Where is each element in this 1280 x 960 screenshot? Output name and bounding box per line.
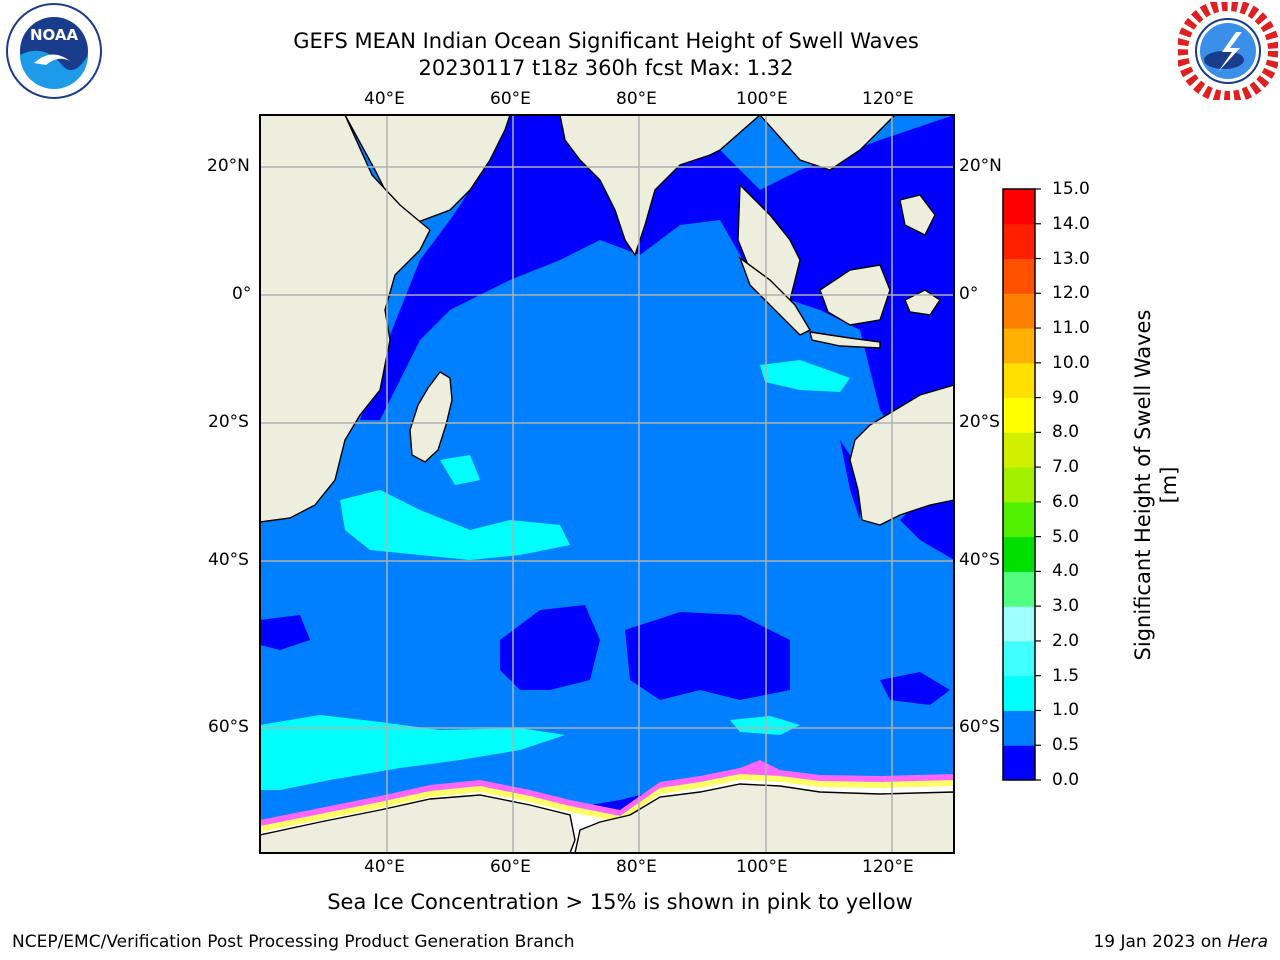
- colorbar-segment: [1003, 397, 1035, 433]
- colorbar-segment: [1003, 675, 1035, 711]
- colorbar-title: Significant Height of Swell Waves [m]: [1131, 309, 1181, 661]
- lon-tick-bottom-120e: 120°E: [862, 857, 914, 877]
- colorbar-segment: [1003, 189, 1035, 225]
- colorbar-segment: [1003, 293, 1035, 329]
- colorbar-segment: [1003, 467, 1035, 503]
- colorbar-tick-label: 4.0: [1052, 561, 1080, 582]
- footer-machine: Hera: [1227, 932, 1268, 952]
- colorbar-segment: [1003, 571, 1035, 607]
- lat-tick-left-20s: 20°S: [208, 412, 249, 432]
- colorbar-segment: [1003, 640, 1035, 677]
- lat-tick-left-60s: 60°S: [208, 717, 249, 737]
- colorbar-tick-label: 1.5: [1052, 665, 1080, 686]
- lat-tick-left-0: 0°: [232, 284, 252, 304]
- sea-ice-note: Sea Ice Concentration > 15% is shown in …: [327, 890, 913, 914]
- colorbar-tick-label: 14.0: [1052, 213, 1090, 234]
- colorbar-tick-label: 11.0: [1052, 318, 1090, 339]
- colorbar-segment: [1003, 501, 1035, 538]
- noaa-logo-icon: NOAA: [6, 3, 102, 99]
- colorbar-tick-label: 0.0: [1052, 770, 1080, 790]
- lat-tick-right-20s: 20°S: [959, 412, 1000, 432]
- colorbar-segment: [1003, 536, 1035, 572]
- colorbar-segment: [1003, 362, 1035, 399]
- colorbar-frame: [1002, 188, 1036, 781]
- lon-tick-bottom-100e: 100°E: [736, 857, 788, 877]
- lon-tick-bottom-60e: 60°E: [490, 857, 531, 877]
- colorbar-tick-label: 15.0: [1052, 179, 1090, 199]
- colorbar-tick-label: 7.0: [1052, 457, 1080, 478]
- lat-tick-left-20n: 20°N: [207, 156, 250, 176]
- lon-tick-bottom-80e: 80°E: [616, 857, 657, 877]
- footer-branch: NCEP/EMC/Verification Post Processing Pr…: [12, 932, 575, 952]
- colorbar: [1003, 188, 1041, 781]
- colorbar-tick-label: 9.0: [1052, 387, 1080, 408]
- svg-text:NOAA: NOAA: [30, 26, 79, 44]
- lon-tick-top-100e: 100°E: [736, 89, 788, 109]
- lon-tick-top-60e: 60°E: [490, 89, 531, 109]
- lat-tick-right-0: 0°: [959, 284, 979, 304]
- map-title: GEFS MEAN Indian Ocean Significant Heigh…: [293, 29, 919, 53]
- colorbar-tick-label: 5.0: [1052, 526, 1080, 547]
- colorbar-tick-label: 12.0: [1052, 283, 1090, 304]
- lon-tick-top-120e: 120°E: [862, 89, 914, 109]
- lat-tick-left-40s: 40°S: [208, 550, 249, 570]
- colorbar-segment: [1003, 606, 1035, 642]
- lat-tick-right-60s: 60°S: [959, 717, 1000, 737]
- lat-tick-right-20n: 20°N: [959, 156, 1002, 176]
- footer-date-text: 19 Jan 2023 on: [1093, 932, 1228, 952]
- nws-logo-icon: [1178, 2, 1278, 100]
- lon-tick-top-40e: 40°E: [364, 89, 405, 109]
- map-subtitle: 20230117 t18z 360h fcst Max: 1.32: [418, 56, 794, 80]
- colorbar-segment: [1003, 258, 1035, 294]
- colorbar-tick-label: 3.0: [1052, 596, 1080, 617]
- lon-tick-bottom-40e: 40°E: [364, 857, 405, 877]
- colorbar-tick-label: 1.0: [1052, 700, 1080, 721]
- map-frame: [259, 114, 955, 854]
- colorbar-tick-label: 0.5: [1052, 735, 1080, 756]
- colorbar-segment: [1003, 223, 1035, 260]
- colorbar-tick-label: 6.0: [1052, 491, 1080, 512]
- lon-tick-top-80e: 80°E: [616, 89, 657, 109]
- colorbar-tick-label: 2.0: [1052, 630, 1080, 651]
- colorbar-tick-label: 8.0: [1052, 422, 1080, 443]
- colorbar-segment: [1003, 432, 1035, 468]
- colorbar-segment: [1003, 745, 1035, 781]
- footer-date: 19 Jan 2023 on Hera: [1093, 932, 1268, 952]
- colorbar-tick-label: 13.0: [1052, 248, 1090, 269]
- lat-tick-right-40s: 40°S: [959, 550, 1000, 570]
- colorbar-segment: [1003, 710, 1035, 746]
- colorbar-tick-label: 10.0: [1052, 352, 1090, 373]
- colorbar-segment: [1003, 328, 1035, 364]
- graticule: [260, 115, 954, 853]
